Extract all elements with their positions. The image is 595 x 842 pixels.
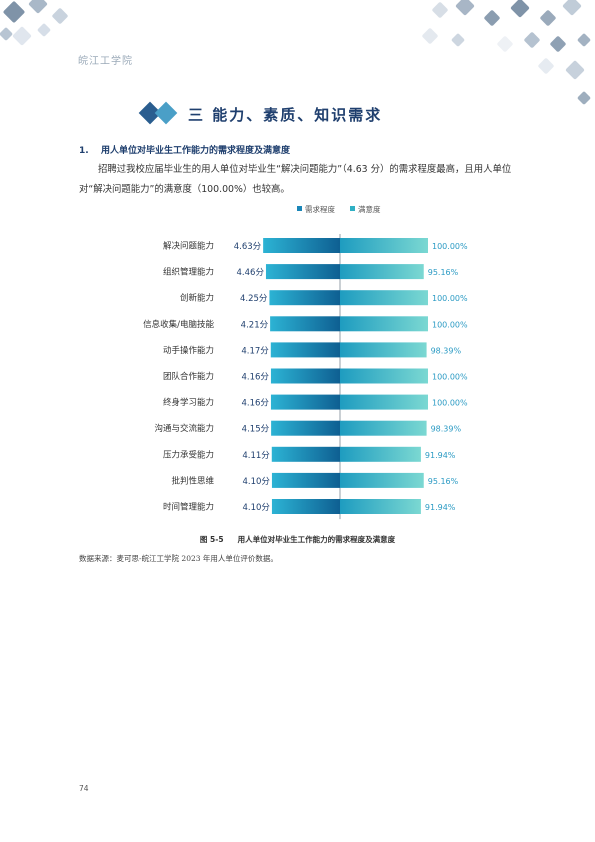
category-label: 解决问题能力 [163, 241, 214, 252]
demand-value-label: 4.10分 [243, 477, 271, 487]
bar-satisfaction [340, 499, 421, 514]
satisfaction-value-label: 100.00% [432, 399, 468, 408]
bar-demand [265, 264, 340, 280]
satisfaction-value-label: 91.94% [425, 451, 456, 460]
bar-demand [270, 342, 340, 358]
paragraph-text: 招聘过我校应届毕业生的用人单位对毕业生“解决问题能力”（4.63 分）的需求程度… [79, 164, 512, 195]
bar-satisfaction [340, 290, 428, 306]
bar-demand [271, 499, 340, 514]
satisfaction-value-label: 98.39% [431, 346, 462, 355]
category-label: 团队合作能力 [163, 371, 214, 382]
subsection-heading: 1. 用人单位对毕业生工作能力的需求程度及满意度 [79, 143, 290, 156]
header-school-name: 皖江工学院 [78, 56, 133, 67]
bar-demand [271, 420, 340, 436]
bar-satisfaction [340, 238, 428, 253]
category-label: 终身学习能力 [163, 397, 214, 408]
bar-demand [263, 238, 340, 253]
satisfaction-value-label: 95.16% [428, 268, 459, 277]
figure-title: 用人单位对毕业生工作能力的需求程度及满意度 [237, 535, 396, 544]
ability-chart: 需求程度 满意度 解决问题能力 4.63分 100.00% 组织管理能力 4.46分 95.… [143, 204, 468, 520]
satisfaction-value-label: 100.00% [432, 294, 468, 303]
bar-demand [270, 368, 340, 384]
bar-satisfaction [340, 394, 428, 410]
category-label: 组织管理能力 [163, 267, 214, 278]
diamond-icon [138, 101, 178, 125]
demand-value-label: 4.15分 [242, 425, 270, 435]
bar-demand [269, 290, 340, 306]
demand-value-label: 4.21分 [241, 320, 269, 330]
satisfaction-value-label: 100.00% [432, 373, 468, 382]
category-label: 动手操作能力 [163, 345, 214, 356]
demand-value-label: 4.11分 [242, 451, 270, 461]
figure-number: 图 5-5 [199, 535, 224, 544]
bar-satisfaction [340, 264, 424, 280]
section-heading: 三 能力、素质、知识需求 [138, 100, 380, 130]
category-label: 压力承受能力 [163, 449, 214, 460]
bar-satisfaction [340, 342, 427, 358]
legend-label-satisfaction: 满意度 [358, 204, 381, 214]
section-title: 三 能力、素质、知识需求 [188, 106, 383, 124]
demand-value-label: 4.16分 [242, 399, 270, 409]
page-number: 74 [79, 784, 89, 793]
demand-value-label: 4.17分 [241, 346, 269, 356]
category-label: 批判性思维 [171, 475, 214, 486]
corner-decoration [0, 0, 591, 105]
demand-value-label: 4.46分 [237, 268, 265, 278]
category-label: 创新能力 [180, 293, 214, 304]
demand-value-label: 4.25分 [240, 294, 268, 304]
figure-caption: 图 5-5 用人单位对毕业生工作能力的需求程度及满意度 [0, 534, 595, 545]
demand-value-label: 4.10分 [243, 503, 271, 513]
satisfaction-value-label: 91.94% [425, 503, 456, 512]
bar-satisfaction [340, 446, 421, 462]
demand-value-label: 4.16分 [242, 373, 270, 383]
bar-demand [270, 316, 340, 332]
legend-swatch-demand [297, 206, 302, 211]
satisfaction-value-label: 100.00% [432, 242, 468, 251]
bar-satisfaction [340, 420, 427, 436]
data-source: 数据来源：麦可思-皖江工学院 2023 年用人单位评价数据。 [79, 554, 278, 563]
bar-satisfaction [340, 316, 428, 332]
bar-demand [271, 446, 340, 462]
bar-demand [270, 394, 340, 410]
category-label: 沟通与交流能力 [154, 423, 214, 434]
bar-satisfaction [340, 368, 428, 384]
legend-swatch-satisfaction [350, 206, 355, 211]
subsection-title: 用人单位对毕业生工作能力的需求程度及满意度 [101, 146, 291, 156]
category-label: 信息收集/电脑技能 [143, 319, 214, 330]
bar-demand [271, 472, 340, 488]
bar-satisfaction [340, 472, 424, 488]
body-paragraph: 招聘过我校应届毕业生的用人单位对毕业生“解决问题能力”（4.63 分）的需求程度… [79, 160, 519, 200]
satisfaction-value-label: 95.16% [428, 477, 459, 486]
subsection-number: 1. [79, 146, 89, 156]
demand-value-label: 4.63分 [234, 242, 262, 252]
satisfaction-value-label: 100.00% [432, 320, 468, 329]
legend-label-demand: 需求程度 [305, 204, 335, 214]
category-label: 时间管理能力 [163, 502, 214, 513]
satisfaction-value-label: 98.39% [431, 425, 462, 434]
